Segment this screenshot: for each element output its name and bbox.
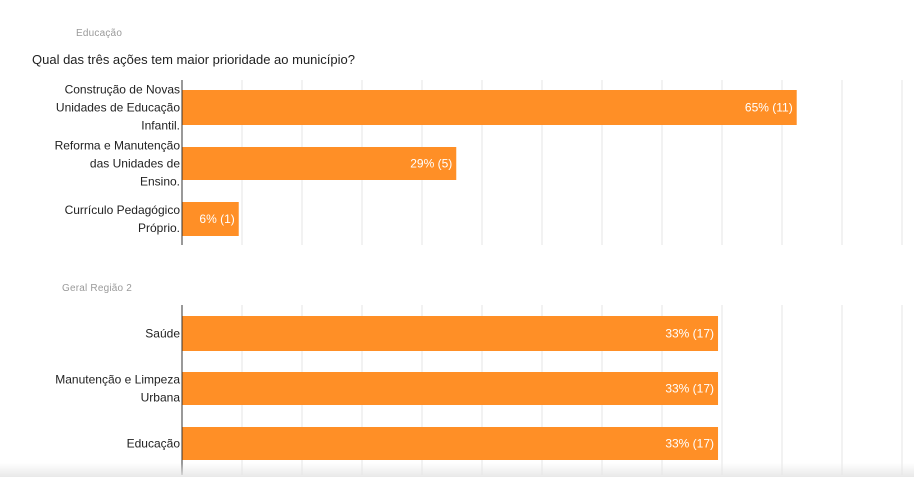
bar-1-1	[182, 372, 719, 405]
category-label: Currículo Pedagógico	[65, 203, 181, 217]
category-label: Unidades de Educação	[56, 101, 180, 115]
category-label: Próprio.	[138, 221, 180, 235]
category-label: Ensino.	[140, 175, 180, 189]
bar-1-2	[182, 427, 719, 460]
chart-geral-regiao-2: 33% (17) Saúde 33% (17) Manutenção e Limpez…	[55, 305, 903, 475]
bar-0-2	[182, 202, 239, 236]
bar-0-0	[182, 90, 797, 125]
bar-value-label: 29% (5)	[410, 157, 452, 171]
chart-educacao: 65% (11) Construção de Novas Unidades de E…	[55, 80, 903, 245]
category-label: Educação	[127, 437, 181, 451]
category-label: Saúde	[145, 327, 180, 341]
bar-1-0	[182, 316, 719, 351]
bar-0-1	[182, 147, 457, 180]
question-title: Qual das três ações tem maior prioridade…	[32, 52, 355, 67]
bar-value-label: 65% (11)	[745, 101, 793, 115]
category-label: Urbana	[141, 391, 181, 405]
bar-value-label: 33% (17)	[665, 382, 714, 396]
category-label: Manutenção e Limpeza	[55, 373, 180, 387]
category-label: Infantil.	[141, 119, 180, 133]
bottom-fade	[0, 463, 914, 477]
category-label: Construção de Novas	[65, 83, 180, 97]
category-label: das Unidades de	[90, 157, 180, 171]
section-label-educacao: Educação	[76, 28, 123, 39]
category-label: Reforma e Manutenção	[55, 139, 181, 153]
section-label-geral-regiao-2: Geral Região 2	[62, 283, 133, 294]
bar-value-label: 33% (17)	[665, 327, 714, 341]
bar-value-label: 33% (17)	[665, 437, 714, 451]
bar-value-label: 6% (1)	[199, 212, 234, 226]
